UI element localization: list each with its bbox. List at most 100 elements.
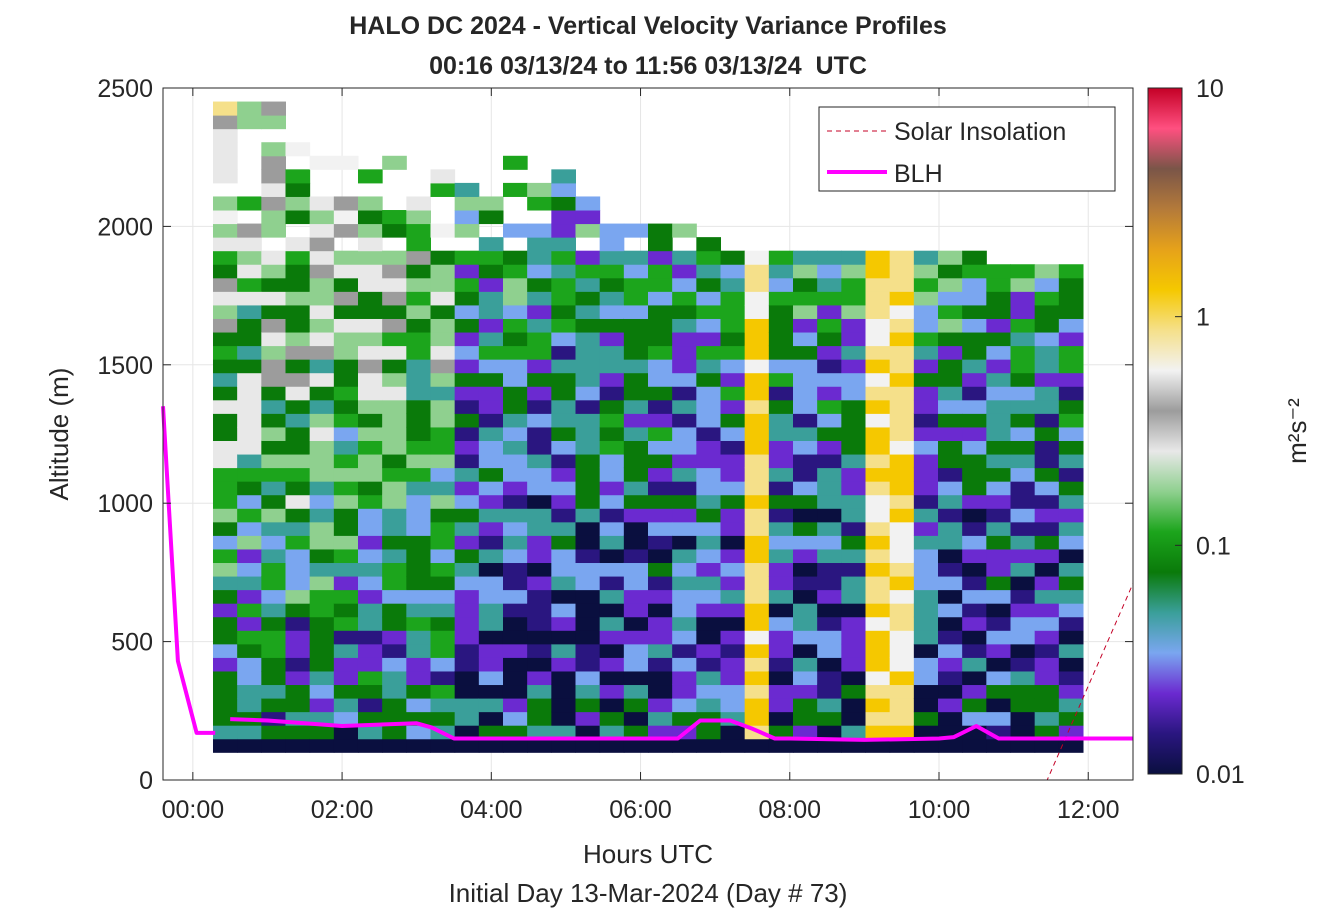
- heatmap-cell: [454, 467, 480, 482]
- heatmap-cell: [285, 576, 311, 591]
- heatmap-cell: [889, 467, 915, 482]
- heatmap-cell: [938, 630, 963, 645]
- heatmap-cell: [648, 643, 673, 658]
- heatmap-cell: [672, 440, 697, 455]
- heatmap-cell: [527, 182, 552, 197]
- heatmap-cell: [768, 413, 794, 428]
- heatmap-cell: [212, 440, 238, 455]
- heatmap-cell: [406, 467, 431, 482]
- heatmap-cell: [1010, 643, 1036, 658]
- heatmap-cell: [720, 670, 746, 686]
- heatmap-cell: [696, 670, 722, 686]
- heatmap-cell: [212, 128, 238, 143]
- heatmap-cell: [817, 304, 842, 319]
- heatmap-cell: [212, 142, 238, 157]
- heatmap-cell: [1058, 684, 1084, 699]
- heatmap-cell: [648, 291, 673, 306]
- heatmap-cell: [357, 521, 383, 536]
- heatmap-cell: [841, 359, 867, 374]
- heatmap-cell: [744, 345, 770, 360]
- heatmap-cell: [478, 684, 504, 699]
- heatmap-cell: [575, 318, 601, 333]
- heatmap-cell: [527, 508, 552, 523]
- heatmap-cell: [744, 264, 770, 279]
- heatmap-cell: [502, 372, 528, 387]
- heatmap-cell: [551, 386, 576, 401]
- heatmap-cell: [430, 169, 456, 184]
- heatmap-cell: [1010, 562, 1036, 577]
- heatmap-cell: [599, 643, 625, 658]
- heatmap-cell: [406, 576, 431, 591]
- heatmap-cell: [212, 223, 238, 238]
- heatmap-cell: [720, 548, 746, 564]
- heatmap-cell: [454, 657, 480, 672]
- heatmap-cell: [357, 250, 383, 265]
- heatmap-cell: [648, 386, 673, 401]
- heatmap-cell: [962, 332, 987, 347]
- heatmap-cell: [1010, 386, 1036, 401]
- heatmap-cell: [962, 616, 987, 631]
- heatmap-cell: [623, 372, 649, 387]
- heatmap-cell: [599, 454, 625, 469]
- heatmap-cell: [1034, 277, 1060, 292]
- heatmap-cell: [261, 291, 286, 306]
- heatmap-cell: [720, 304, 746, 319]
- heatmap-cell: [212, 169, 238, 184]
- heatmap-cell: [744, 494, 770, 509]
- heatmap-cell: [817, 698, 842, 713]
- heatmap-cell: [502, 670, 528, 686]
- x-tick-label: 08:00: [758, 796, 821, 824]
- heatmap-cell: [333, 304, 359, 319]
- heatmap-cell: [1010, 345, 1036, 360]
- heatmap-cell: [261, 562, 286, 577]
- heatmap-cell: [865, 481, 891, 496]
- heatmap-cell: [551, 182, 576, 197]
- heatmap-cell: [406, 210, 431, 225]
- heatmap-cell: [502, 399, 528, 414]
- y-tick-label: 1000: [97, 490, 153, 518]
- heatmap-cell: [261, 426, 286, 441]
- heatmap-cell: [212, 345, 238, 360]
- heatmap-cell: [454, 643, 480, 658]
- heatmap-cell: [261, 454, 286, 469]
- heatmap-cell: [237, 264, 262, 279]
- heatmap-cell: [599, 440, 625, 455]
- heatmap-cell: [938, 494, 963, 509]
- heatmap-cell: [333, 372, 359, 387]
- heatmap-cell: [212, 386, 238, 401]
- heatmap-cell: [478, 345, 504, 360]
- heatmap-cell: [237, 223, 262, 238]
- heatmap-cell: [913, 372, 939, 387]
- heatmap-cell: [285, 535, 311, 550]
- heatmap-cell: [261, 603, 286, 618]
- heatmap-cell: [648, 359, 673, 374]
- heatmap-cell: [575, 440, 601, 455]
- heatmap-cell: [309, 372, 335, 387]
- heatmap-cell: [696, 399, 722, 414]
- heatmap-cell: [430, 494, 456, 509]
- heatmap-cell: [648, 684, 673, 699]
- heatmap-cell: [1034, 548, 1060, 564]
- heatmap-cell: [720, 359, 746, 374]
- heatmap-cell: [913, 318, 939, 333]
- heatmap-cell: [575, 603, 601, 618]
- heatmap-cell: [986, 643, 1012, 658]
- heatmap-cell: [720, 616, 746, 631]
- heatmap-cell: [237, 440, 262, 455]
- heatmap-cell: [237, 738, 262, 753]
- heatmap-cell: [817, 467, 842, 482]
- heatmap-cell: [768, 494, 794, 509]
- heatmap-cell: [648, 589, 673, 604]
- heatmap-cell: [1058, 643, 1084, 658]
- heatmap-cell: [527, 304, 552, 319]
- heatmap-cell: [478, 603, 504, 618]
- heatmap-cell: [913, 264, 939, 279]
- heatmap-cell: [865, 670, 891, 686]
- heatmap-cell: [889, 277, 915, 292]
- heatmap-cell: [285, 738, 311, 753]
- heatmap-cell: [599, 399, 625, 414]
- heatmap-cell: [212, 372, 238, 387]
- heatmap-cell: [672, 372, 697, 387]
- heatmap-cell: [430, 264, 456, 279]
- heatmap-cell: [986, 684, 1012, 699]
